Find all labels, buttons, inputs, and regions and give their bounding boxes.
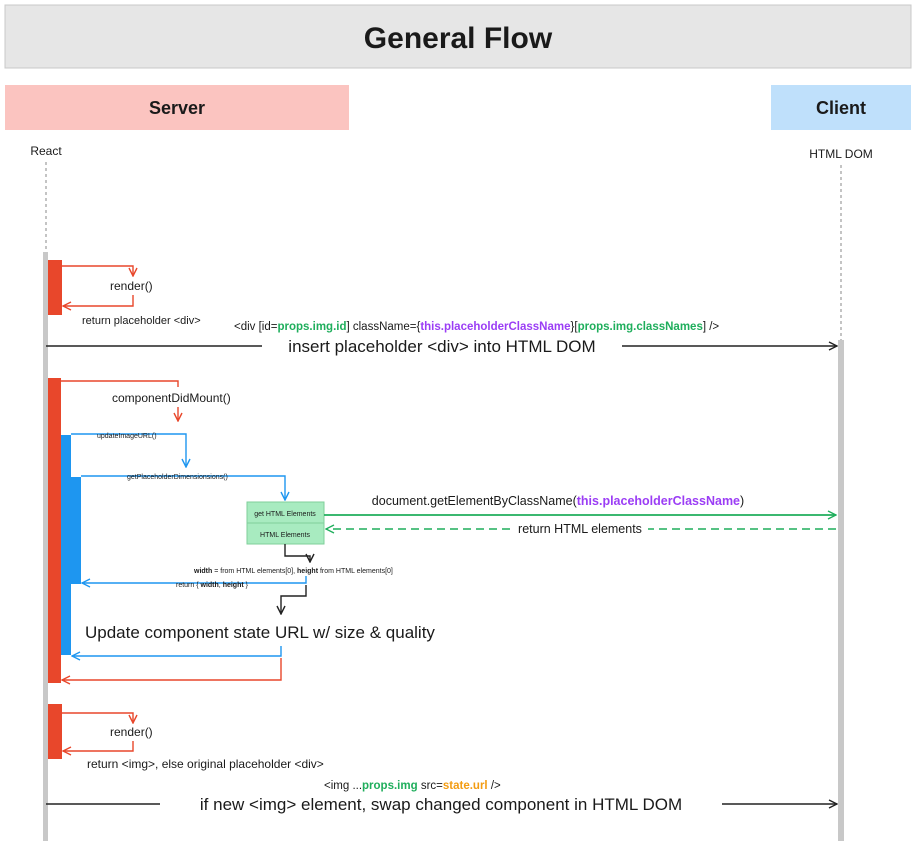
img-code-part: <img ...: [324, 780, 362, 792]
div-code-label: <div [id=props.img.id] className={this.p…: [234, 321, 719, 333]
dims-label: width = from HTML elements[0], height fr…: [193, 568, 393, 575]
dims-width-key: width: [193, 568, 212, 575]
client-lane-label: Client: [816, 98, 866, 118]
img-code-props: props.img: [362, 780, 418, 792]
return-elements-label: return HTML elements: [518, 522, 642, 536]
actor-html-dom-label: HTML DOM: [809, 147, 873, 161]
return-dims-arrow: [82, 576, 307, 583]
return-placeholder-label: return placeholder <div>: [82, 315, 201, 327]
diagram-title: General Flow: [364, 22, 553, 55]
get-by-class-label: document.getElementByClassName(this.plac…: [372, 494, 744, 508]
render-label-2: render(): [110, 725, 153, 739]
react-activation-bar: [43, 252, 48, 841]
server-lane-header: [5, 85, 349, 130]
html-dom-activation-bar: [838, 340, 844, 841]
img-code-part: src=: [418, 780, 444, 792]
did-mount-return-arrow: [62, 658, 282, 680]
did-mount-label: componentDidMount(): [112, 391, 231, 405]
img-code-label: <img ...props.img src=state.url />: [324, 780, 501, 792]
compute-dims-arrow: [284, 544, 310, 562]
client-lane-header: [771, 85, 911, 130]
return-dims-part: return {: [176, 582, 201, 589]
return-dims-part: ,: [219, 582, 223, 589]
div-code-classname: this.placeholderClassName: [420, 321, 570, 333]
insert-label: insert placeholder <div> into HTML DOM: [288, 337, 595, 356]
update-url-return-arrow: [72, 646, 282, 656]
render-return-arrow-1: [63, 295, 134, 306]
get-by-class-part: ): [740, 494, 744, 508]
update-state-label: Update component state URL w/ size & qua…: [85, 623, 435, 642]
dims-part: from HTML elements[0]: [318, 568, 393, 575]
render-activation-2: [48, 704, 62, 759]
div-code-part: ] className={: [346, 321, 420, 333]
update-url-label: updateImageURL(): [97, 433, 157, 440]
return-dims-height: height: [223, 582, 245, 589]
swap-label: if new <img> element, swap changed compo…: [200, 795, 682, 814]
render-call-arrow-1: [62, 265, 133, 276]
get-dims-activation: [71, 477, 81, 584]
div-code-id: props.img.id: [277, 321, 346, 333]
return-dims-part: }: [244, 582, 249, 589]
img-code-part: />: [488, 780, 501, 792]
dims-height-key: height: [297, 568, 319, 575]
div-code-part: }[: [571, 321, 579, 333]
get-dims-label: getPlaceholderDimensionsions(): [127, 474, 228, 481]
dims-part: = from HTML elements[0],: [212, 568, 297, 575]
update-url-call-arrow: [71, 433, 186, 467]
server-lane-label: Server: [149, 98, 205, 118]
div-code-part: <div [id=: [234, 321, 278, 333]
actor-react-label: React: [30, 144, 62, 158]
title-bar: [4, 4, 912, 69]
get-by-class-part: document.getElementByClassName(: [372, 494, 578, 508]
update-url-activation: [61, 435, 71, 655]
render-call-arrow-2: [62, 712, 133, 723]
return-dims-label: return { width, height }: [176, 582, 249, 589]
update-state-arrow: [281, 585, 307, 614]
get-by-class-classname: this.placeholderClassName: [577, 494, 740, 508]
did-mount-activation: [48, 378, 61, 683]
get-dims-call-arrow: [81, 475, 285, 500]
html-elements-label: HTML Elements: [260, 532, 310, 539]
did-mount-call-arrow: [61, 380, 179, 387]
div-code-classnames: props.img.classNames: [578, 321, 703, 333]
img-code-state: state.url: [443, 780, 488, 792]
render-label-1: render(): [110, 279, 153, 293]
div-code-part: ] />: [703, 321, 720, 333]
get-html-elements-label: get HTML Elements: [254, 511, 316, 518]
render-activation-1: [48, 260, 62, 315]
return-dims-width: width: [200, 582, 219, 589]
render-return-arrow-2: [63, 741, 134, 751]
return-img-label: return <img>, else original placeholder …: [87, 757, 324, 771]
